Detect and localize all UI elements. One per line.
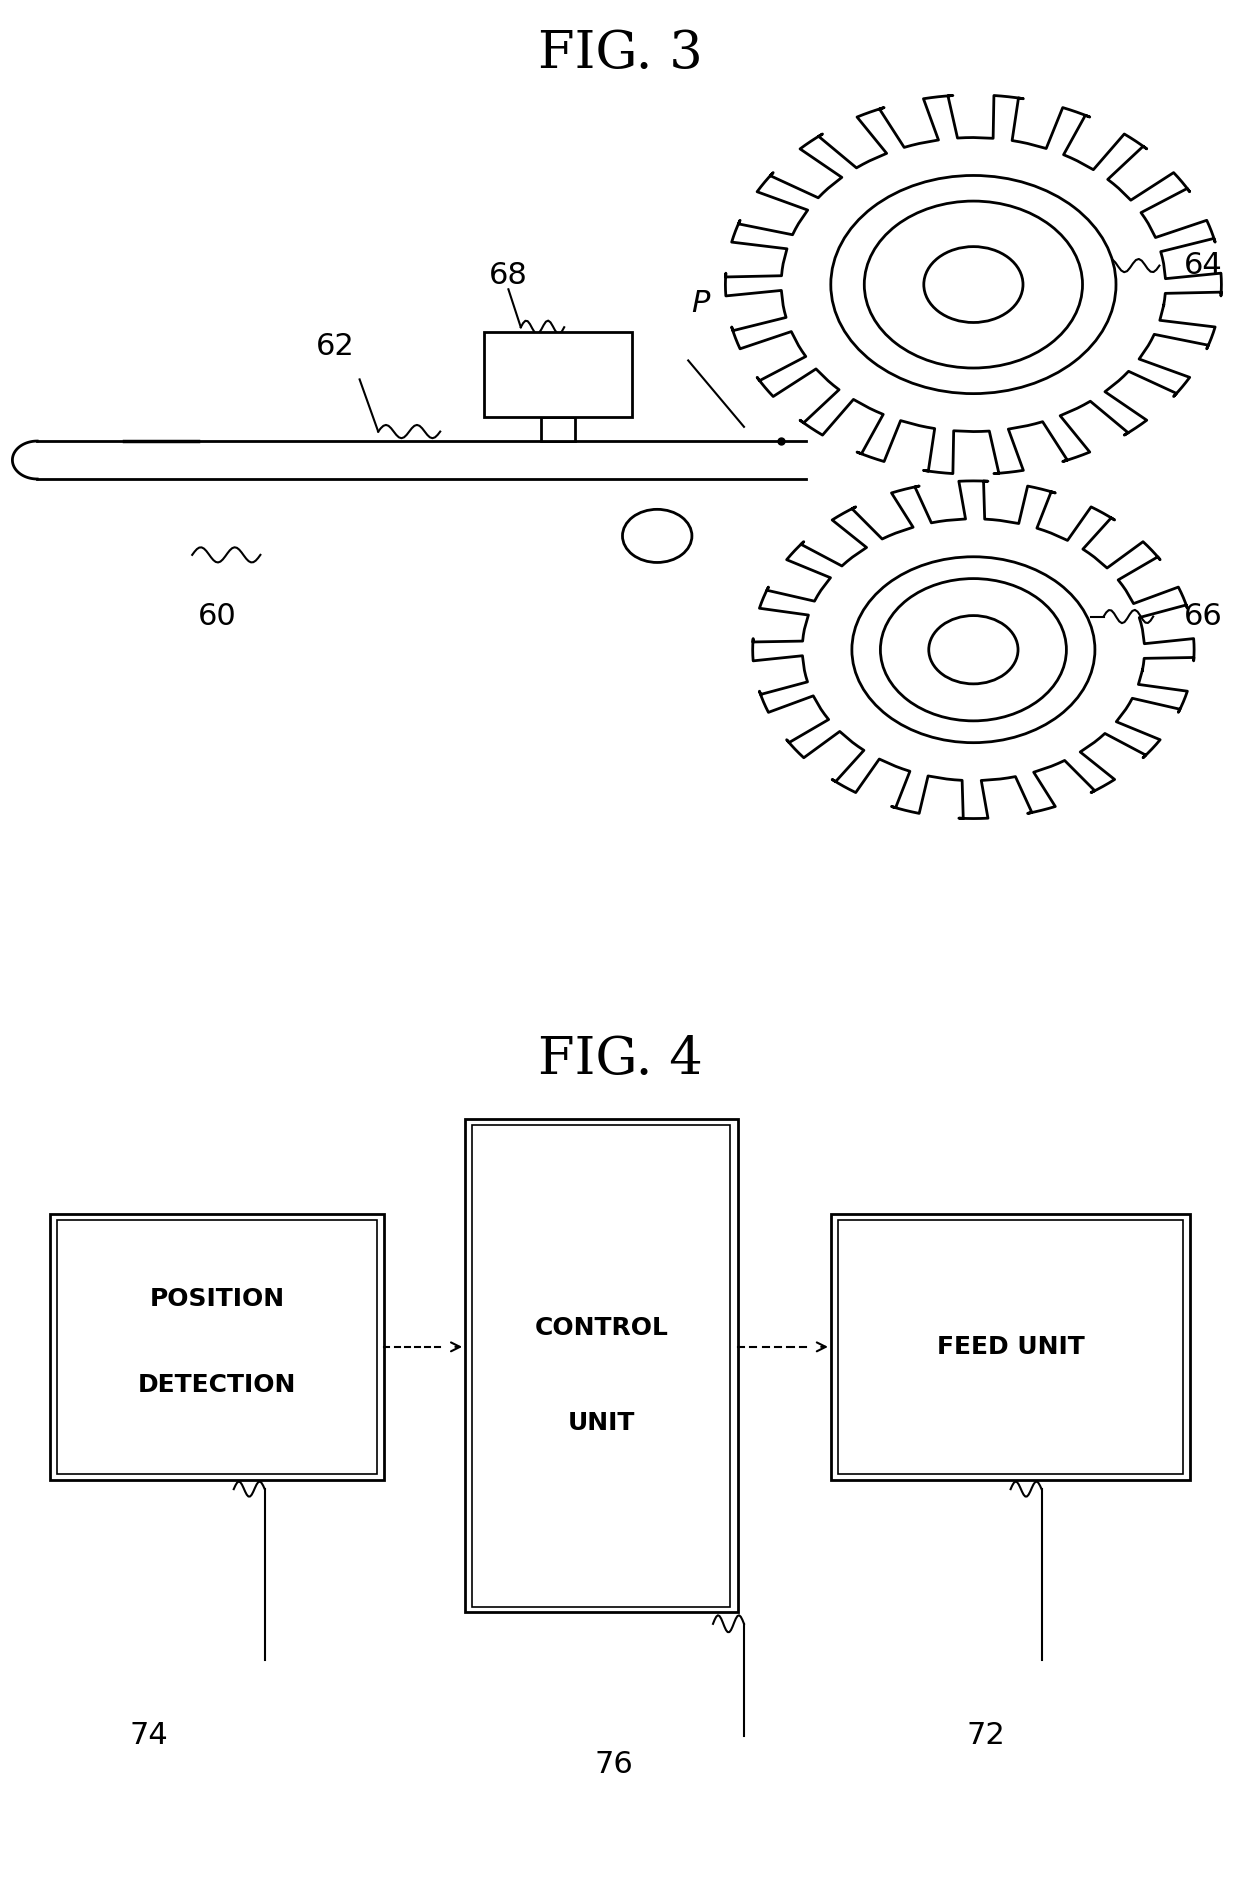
Circle shape	[924, 247, 1023, 322]
Text: DETECTION: DETECTION	[138, 1373, 296, 1396]
Text: 76: 76	[594, 1749, 634, 1779]
Text: P: P	[692, 288, 709, 319]
Text: 72: 72	[966, 1721, 1006, 1751]
Bar	[50, 1214, 384, 1480]
Text: FIG. 4: FIG. 4	[538, 1034, 702, 1085]
Text: 64: 64	[1184, 250, 1223, 281]
Text: CONTROL: CONTROL	[534, 1317, 668, 1339]
Polygon shape	[37, 440, 806, 478]
Circle shape	[831, 176, 1116, 395]
Text: 68: 68	[489, 260, 528, 290]
Circle shape	[622, 508, 692, 562]
Bar	[57, 1220, 377, 1474]
Text: 62: 62	[315, 332, 355, 360]
Bar	[472, 1125, 730, 1607]
Text: 60: 60	[197, 601, 237, 632]
Text: FEED UNIT: FEED UNIT	[936, 1335, 1085, 1358]
Polygon shape	[725, 95, 1221, 474]
Circle shape	[864, 201, 1083, 368]
Circle shape	[852, 558, 1095, 742]
Text: 74: 74	[129, 1721, 169, 1751]
Circle shape	[880, 579, 1066, 721]
Bar	[465, 1119, 738, 1612]
Text: FIG. 3: FIG. 3	[538, 28, 702, 80]
Bar	[484, 332, 632, 417]
Bar	[838, 1220, 1183, 1474]
Bar	[831, 1214, 1190, 1480]
Circle shape	[929, 615, 1018, 683]
Bar	[541, 417, 575, 440]
Polygon shape	[753, 480, 1194, 818]
Text: UNIT: UNIT	[568, 1411, 635, 1434]
Text: 66: 66	[1184, 601, 1223, 632]
Text: POSITION: POSITION	[150, 1288, 284, 1311]
